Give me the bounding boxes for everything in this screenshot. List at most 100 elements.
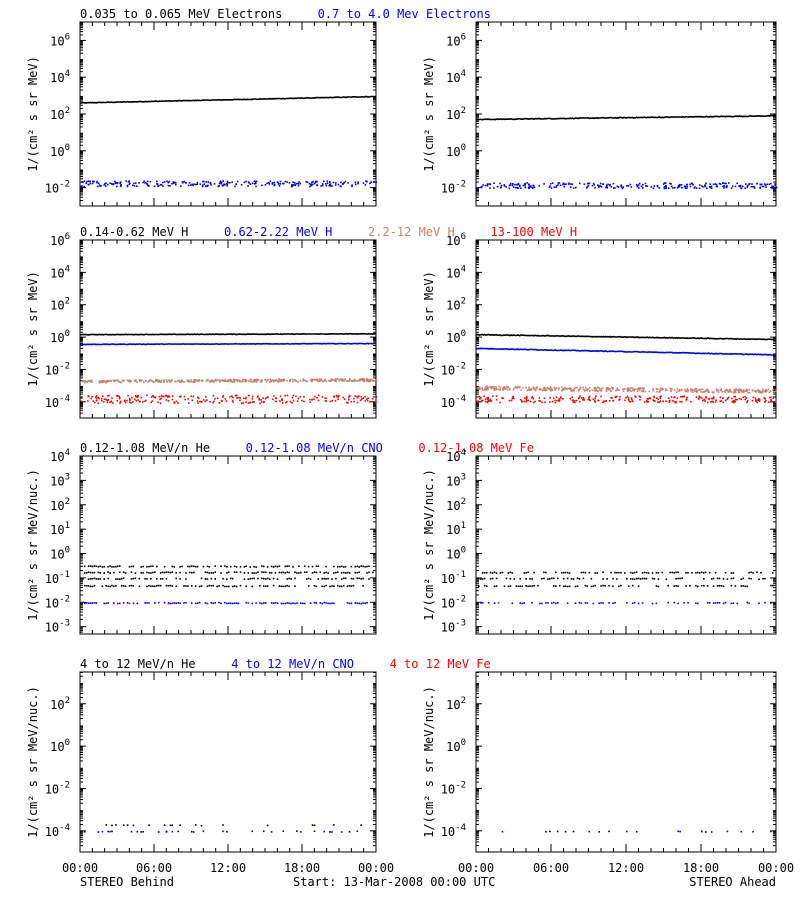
data-point bbox=[198, 379, 201, 381]
data-point bbox=[484, 388, 487, 390]
data-point bbox=[562, 571, 565, 574]
data-point bbox=[249, 577, 251, 580]
y-tick-exponent: 6 bbox=[65, 232, 70, 242]
data-point bbox=[708, 397, 711, 400]
data-point bbox=[159, 572, 162, 574]
y-tick-label: 106 bbox=[50, 232, 70, 248]
data-point bbox=[499, 572, 502, 574]
data-point bbox=[189, 565, 191, 568]
data-point bbox=[636, 390, 639, 392]
data-point bbox=[498, 385, 500, 388]
data-point bbox=[481, 572, 484, 574]
data-point bbox=[574, 585, 577, 588]
data-point bbox=[191, 565, 193, 567]
data-point bbox=[247, 185, 249, 187]
data-point bbox=[375, 380, 378, 382]
data-point bbox=[306, 181, 309, 183]
data-point bbox=[95, 578, 98, 580]
x-tick-label: 06:00 bbox=[136, 861, 172, 875]
data-point bbox=[764, 184, 767, 186]
data-point bbox=[116, 395, 118, 397]
data-point bbox=[480, 602, 482, 604]
data-point bbox=[85, 572, 88, 574]
data-point bbox=[511, 572, 514, 574]
data-point bbox=[361, 398, 363, 400]
data-point bbox=[763, 183, 766, 185]
data-point bbox=[95, 397, 98, 400]
data-point bbox=[525, 572, 527, 574]
data-point bbox=[209, 401, 211, 403]
data-point bbox=[253, 180, 256, 182]
data-point bbox=[738, 185, 740, 187]
data-point bbox=[171, 585, 174, 587]
data-point bbox=[371, 397, 374, 400]
data-point bbox=[276, 578, 279, 580]
data-point bbox=[701, 830, 703, 833]
data-point bbox=[568, 182, 570, 184]
legend-entry: 0.035 to 0.065 MeV Electrons bbox=[80, 7, 282, 21]
data-point bbox=[226, 578, 228, 580]
data-point bbox=[352, 379, 354, 382]
data-point bbox=[667, 584, 669, 587]
data-point bbox=[637, 585, 640, 587]
data-point bbox=[255, 182, 257, 185]
data-point bbox=[353, 400, 355, 403]
data-point bbox=[690, 390, 693, 392]
data-point bbox=[675, 571, 677, 574]
data-point bbox=[573, 387, 576, 390]
data-point bbox=[562, 578, 565, 580]
data-point bbox=[146, 565, 148, 568]
data-point bbox=[150, 565, 152, 568]
data-point bbox=[248, 380, 251, 383]
data-point bbox=[627, 398, 630, 401]
data-point bbox=[228, 380, 230, 382]
data-point bbox=[519, 602, 521, 604]
data-point bbox=[136, 602, 139, 605]
data-point bbox=[348, 398, 350, 401]
data-point bbox=[490, 400, 493, 402]
data-point bbox=[247, 578, 250, 580]
data-point bbox=[145, 379, 147, 382]
data-point bbox=[644, 182, 647, 185]
data-point bbox=[288, 571, 290, 574]
data-point bbox=[537, 584, 539, 587]
data-point bbox=[288, 565, 290, 567]
data-point bbox=[170, 381, 173, 383]
data-point bbox=[364, 184, 367, 186]
data-point bbox=[205, 380, 208, 383]
data-point bbox=[667, 601, 669, 604]
legend-entry: 0.12-1.08 MeV/n He bbox=[80, 441, 210, 455]
data-point bbox=[186, 380, 189, 383]
y-tick-exponent: 2 bbox=[461, 497, 466, 507]
data-point bbox=[313, 182, 316, 185]
data-point bbox=[645, 185, 647, 187]
data-point bbox=[107, 830, 109, 833]
data-point bbox=[742, 389, 745, 391]
y-tick-exponent: 0 bbox=[461, 738, 466, 748]
data-point bbox=[253, 379, 256, 381]
data-point bbox=[337, 378, 339, 380]
data-point bbox=[257, 571, 259, 573]
data-point bbox=[546, 387, 549, 390]
data-point bbox=[120, 185, 122, 188]
data-point bbox=[115, 182, 117, 184]
x-tick-label: 18:00 bbox=[683, 861, 719, 875]
data-point bbox=[566, 602, 569, 604]
data-point bbox=[570, 183, 572, 185]
data-point bbox=[152, 380, 154, 383]
data-point bbox=[119, 402, 121, 404]
data-point bbox=[283, 378, 286, 381]
data-point bbox=[610, 571, 612, 574]
data-point bbox=[584, 584, 587, 587]
data-point bbox=[105, 182, 107, 185]
data-point bbox=[255, 180, 258, 183]
data-point bbox=[208, 381, 211, 383]
data-point bbox=[732, 577, 735, 580]
data-point bbox=[531, 585, 533, 587]
data-point bbox=[505, 186, 507, 188]
data-point bbox=[279, 183, 282, 185]
data-point bbox=[133, 185, 136, 187]
data-point bbox=[292, 184, 294, 186]
data-point bbox=[341, 378, 343, 380]
data-point bbox=[110, 400, 113, 402]
